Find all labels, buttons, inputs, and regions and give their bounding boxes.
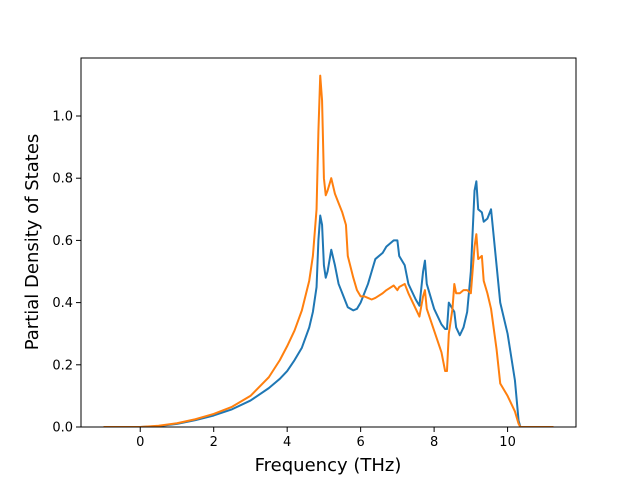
x-tick-label: 2 xyxy=(210,435,218,450)
line-series xyxy=(103,74,554,427)
x-tick-label: 10 xyxy=(499,435,516,450)
y-tick-label: 0.6 xyxy=(52,234,73,249)
plot-frame xyxy=(80,57,577,428)
x-axis-label: Frequency (THz) xyxy=(255,455,402,476)
y-tick-label: 0.2 xyxy=(52,358,73,373)
x-tick-label: 0 xyxy=(136,435,144,450)
line-series xyxy=(103,180,554,427)
y-tick-label: 1.0 xyxy=(52,110,73,125)
x-tick-label: 6 xyxy=(357,435,365,450)
x-tick-label: 8 xyxy=(430,435,438,450)
y-tick-label: 0.4 xyxy=(52,296,73,311)
x-tick-label: 4 xyxy=(283,435,291,450)
y-tick-label: 0.0 xyxy=(52,421,73,436)
y-tick-label: 0.8 xyxy=(52,172,73,187)
y-axis-label: Partial Density of States xyxy=(22,134,43,351)
